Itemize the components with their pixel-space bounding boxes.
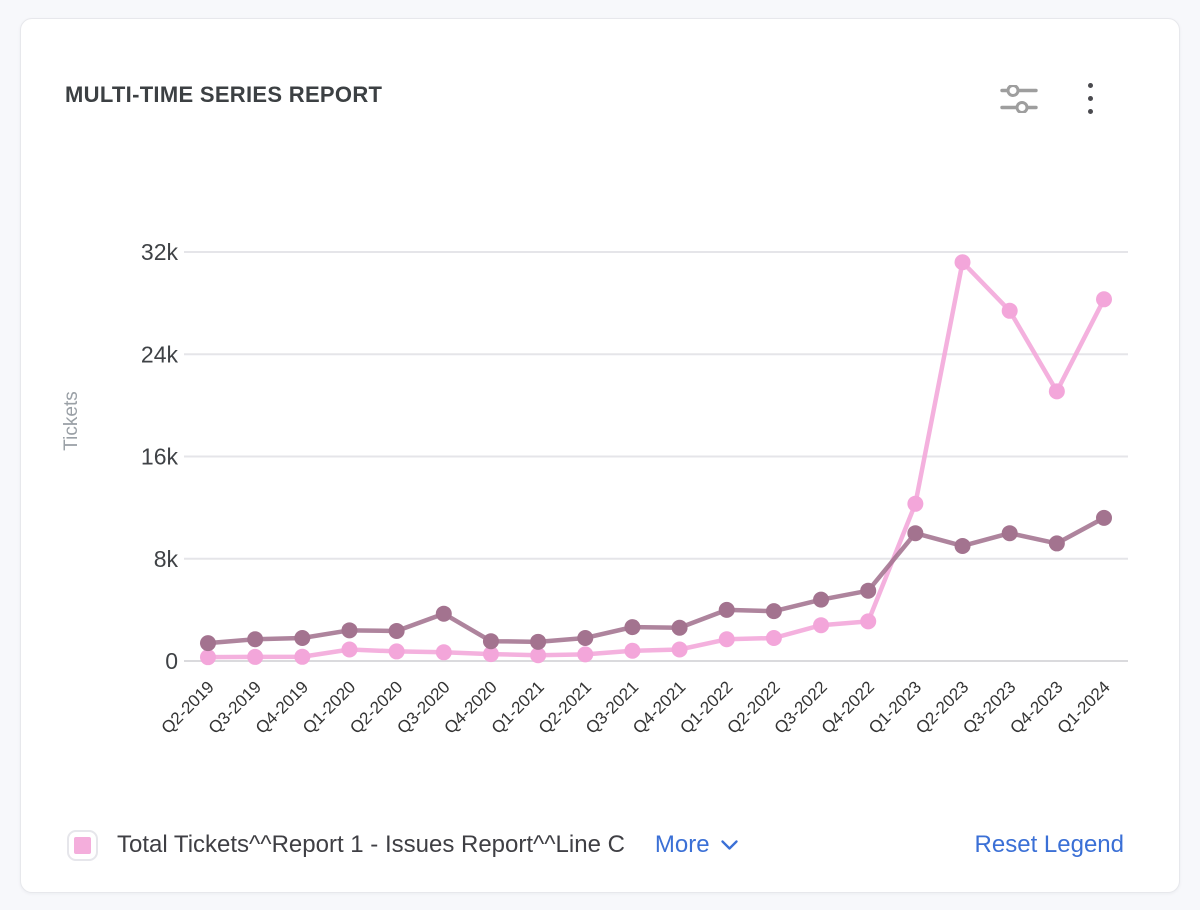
kebab-dot bbox=[1088, 83, 1093, 88]
svg-text:0: 0 bbox=[165, 648, 178, 674]
legend-more-label: More bbox=[654, 831, 710, 858]
chart-canvas[interactable]: 08k16k24k32kTicketsQ2-2019Q3-2019Q4-2019… bbox=[21, 131, 1181, 811]
chart-legend: Total Tickets^^Report 1 - Issues Report^… bbox=[67, 825, 1124, 865]
chevron-down-icon bbox=[720, 839, 738, 850]
legend-swatch-color bbox=[74, 836, 91, 854]
svg-text:8k: 8k bbox=[154, 546, 179, 572]
svg-text:32k: 32k bbox=[141, 239, 179, 265]
kebab-menu-icon[interactable] bbox=[1082, 81, 1099, 116]
reset-legend-button[interactable]: Reset Legend bbox=[974, 831, 1124, 858]
kebab-dot bbox=[1088, 96, 1093, 101]
svg-text:24k: 24k bbox=[141, 341, 179, 367]
legend-series-label: Total Tickets^^Report 1 - Issues Report^… bbox=[117, 831, 625, 858]
svg-text:Q1-2024: Q1-2024 bbox=[1054, 677, 1114, 737]
svg-text:16k: 16k bbox=[141, 444, 179, 470]
filter-sliders-icon[interactable] bbox=[1000, 84, 1038, 113]
kebab-dot bbox=[1088, 109, 1093, 114]
legend-more-button[interactable]: More bbox=[655, 831, 738, 859]
page-title: MULTI-TIME SERIES REPORT bbox=[65, 82, 383, 107]
svg-text:Tickets: Tickets bbox=[61, 391, 82, 450]
report-card: MULTI-TIME SERIES REPORT 0 8k 16k 24 bbox=[20, 18, 1180, 893]
header-actions bbox=[1000, 81, 1099, 116]
card-header: MULTI-TIME SERIES REPORT bbox=[65, 79, 1139, 123]
legend-swatch-checkbox[interactable] bbox=[67, 829, 98, 861]
